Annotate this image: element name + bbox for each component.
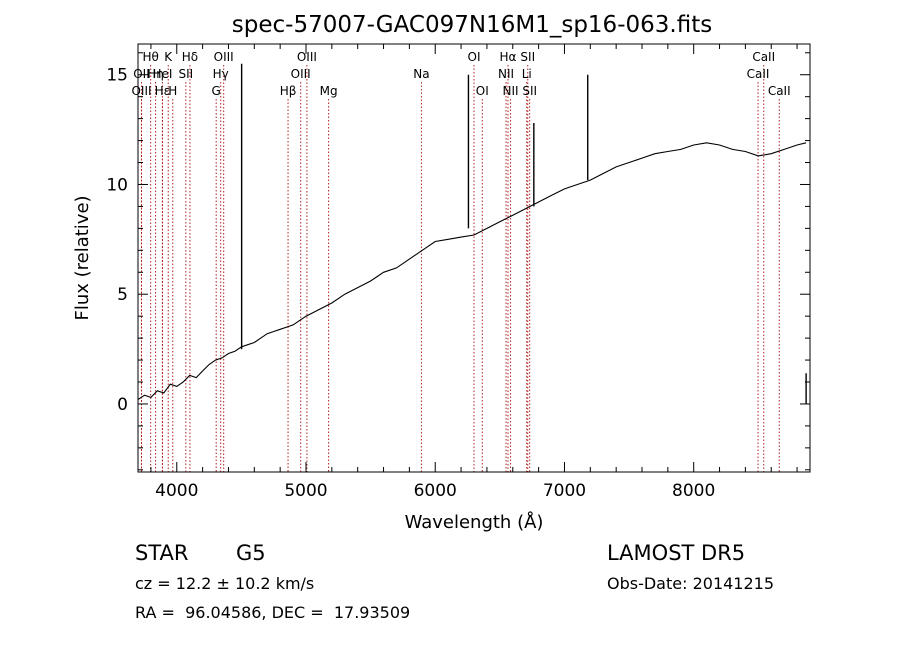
spectral-line-label: H (168, 84, 177, 98)
spectral-line-label: OIII (291, 67, 311, 81)
spectral-line-label: CaII (747, 67, 770, 81)
spectral-line-label: Hα (500, 50, 517, 64)
spectral-line-label: SII (522, 84, 537, 98)
spectral-line-label: SII (178, 67, 193, 81)
y-tick-label: 0 (117, 395, 128, 415)
observation-date: Obs-Date: 20141215 (607, 574, 775, 593)
spectral-line-label: Hθ (142, 50, 158, 64)
spectral-line-label: OIII (131, 84, 151, 98)
y-axis-label: Flux (relative) (72, 195, 93, 320)
chart-title: spec-57007-GAC097N16M1_sp16-063.fits (232, 12, 712, 38)
spectral-line-label: OI (468, 50, 481, 64)
spectral-line-label: OI (476, 84, 489, 98)
spectral-line-label: SII (520, 50, 535, 64)
object-subclass: G5 (236, 541, 266, 565)
spectral-line-label: Hβ (280, 84, 297, 98)
x-axis-ticks: 4000 5000 6000 7000 8000 (150, 44, 798, 501)
emission-features (240, 63, 807, 404)
spectral-line-label: OIII (297, 50, 317, 64)
y-tick-label: 15 (106, 66, 128, 86)
spectral-line-label: OIII (214, 50, 234, 64)
y-tick-label: 10 (106, 175, 128, 195)
spectral-line-label: Na (413, 67, 429, 81)
spectral-line-label: CaII (752, 50, 775, 64)
x-tick-label: 6000 (414, 481, 457, 501)
spectral-line-label: NII (503, 84, 519, 98)
spectral-line-label: Li (522, 67, 532, 81)
x-tick-label: 7000 (543, 481, 586, 501)
redshift-velocity: cz = 12.2 ± 10.2 km/s (135, 574, 315, 593)
x-tick-label: 4000 (155, 481, 198, 501)
y-tick-label: 5 (117, 285, 128, 305)
object-class: STAR (135, 541, 189, 565)
x-tick-label: 5000 (284, 481, 327, 501)
spectral-line-label: CaII (768, 84, 791, 98)
x-axis-label: Wavelength (Å) (405, 511, 544, 533)
spectral-line-label: Mg (320, 84, 338, 98)
x-tick-label: 8000 (672, 481, 715, 501)
spectral-line-label: G (212, 84, 221, 98)
spectral-line-label: HeI (152, 67, 172, 81)
spectral-line-markers (140, 65, 780, 472)
spectrum-line (137, 142, 807, 401)
plot-frame (137, 43, 811, 473)
spectral-line-label: Hε (155, 84, 171, 98)
spectral-line-label: Hη (147, 67, 164, 81)
spectral-line-label: Hδ (182, 50, 198, 64)
survey-release: LAMOST DR5 (607, 541, 746, 565)
spectral-line-label: NII (498, 67, 514, 81)
spectral-line-label: OII (133, 67, 150, 81)
coordinates: RA = 96.04586, DEC = 17.93509 (135, 603, 411, 622)
y-axis-ticks: 0 5 10 15 (106, 52, 810, 471)
spectral-line-label: Hγ (213, 67, 229, 81)
spectral-line-label: K (164, 50, 173, 64)
